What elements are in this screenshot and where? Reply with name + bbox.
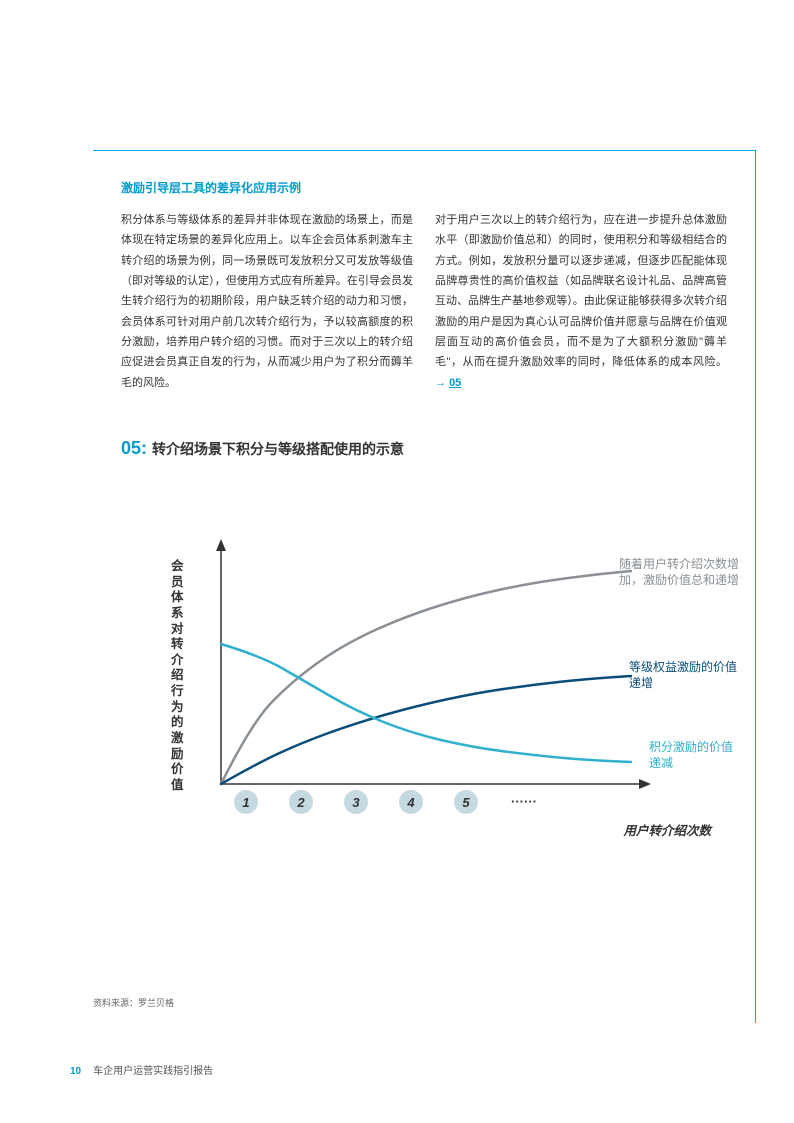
x-axis-label: 用户转介绍次数	[623, 820, 711, 839]
svg-text:1: 1	[242, 795, 249, 810]
body-col-left: 积分体系与等级体系的差异并非体现在激励的场景上，而是体现在特定场景的差异化应用上…	[121, 210, 413, 393]
y-axis-label: 会员体系对转介绍行为的激励价值	[171, 559, 187, 793]
source-text: 资料来源：罗兰贝格	[93, 996, 174, 1009]
curve-label-points: 积分激励的价值递减	[649, 739, 739, 771]
chart: 12345······ 会员体系对转介绍行为的激励价值 用户转介绍次数 随着用户…	[161, 534, 721, 874]
ref-link: 05	[449, 377, 461, 389]
page-footer: 10 车企用户运营实践指引报告	[70, 1062, 213, 1077]
figure-heading: 05: 转介绍场景下积分与等级搭配使用的示意	[121, 438, 727, 459]
svg-text:······: ······	[511, 794, 537, 809]
figure-number: 05	[121, 438, 141, 458]
figure-title: 转介绍场景下积分与等级搭配使用的示意	[152, 441, 404, 457]
footer-title: 车企用户运营实践指引报告	[93, 1062, 213, 1077]
ref-arrow: →	[435, 377, 446, 389]
body-col-right: 对于用户三次以上的转介绍行为，应在进一步提升总体激励水平（即激励价值总和）的同时…	[435, 210, 727, 393]
page-number: 10	[70, 1066, 81, 1077]
body-columns: 积分体系与等级体系的差异并非体现在激励的场景上，而是体现在特定场景的差异化应用上…	[121, 210, 727, 393]
figure-sep: :	[141, 438, 147, 458]
curve-label-total: 随着用户转介绍次数增加，激励价值总和递增	[619, 556, 739, 588]
svg-text:3: 3	[352, 795, 360, 810]
svg-text:2: 2	[296, 795, 305, 810]
svg-text:4: 4	[406, 795, 415, 810]
body-col-right-text: 对于用户三次以上的转介绍行为，应在进一步提升总体激励水平（即激励价值总和）的同时…	[435, 214, 727, 368]
svg-text:5: 5	[462, 795, 470, 810]
section-title: 激励引导层工具的差异化应用示例	[121, 179, 727, 196]
curve-label-level: 等级权益激励的价值递增	[629, 659, 739, 691]
